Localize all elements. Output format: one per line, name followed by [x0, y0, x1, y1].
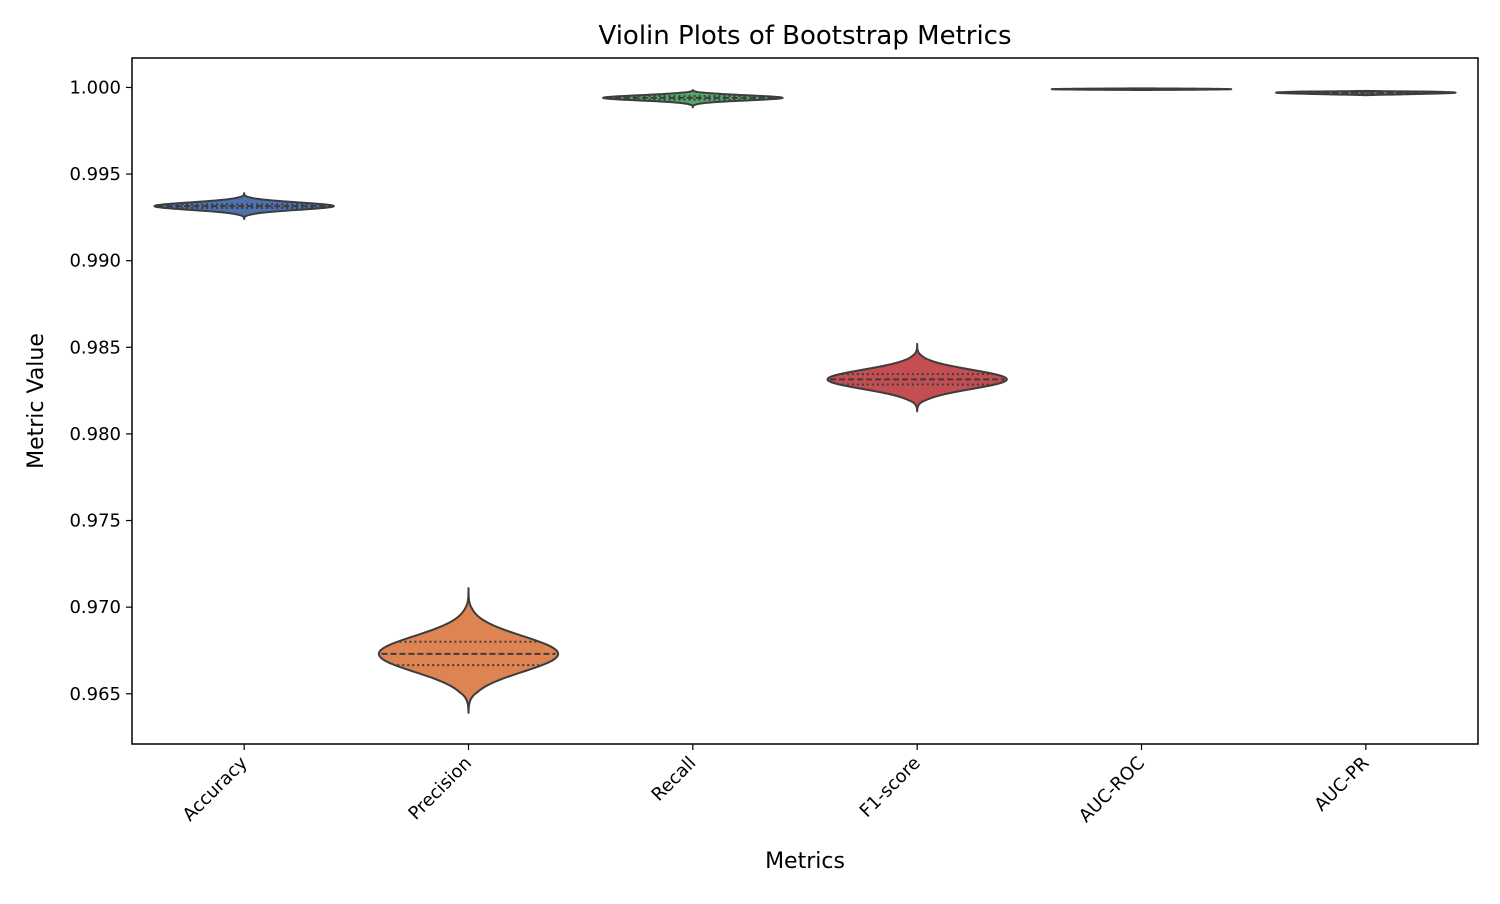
- y-tick-label: 1.000: [69, 77, 121, 98]
- y-tick-label: 0.965: [69, 684, 121, 705]
- y-tick-label: 0.990: [69, 251, 121, 272]
- x-axis-ticks: Accuracy Precision Recall F1-score AUC-ROC AU…: [179, 744, 1373, 827]
- x-tick-label: Recall: [648, 753, 701, 806]
- violins-group: [153, 87, 1457, 714]
- violin-f1-score: [826, 342, 1008, 413]
- x-tick-label: Precision: [404, 753, 476, 825]
- x-tick-label: F1-score: [856, 753, 925, 822]
- y-tick-label: 0.970: [69, 597, 121, 618]
- violin-recall: [602, 89, 784, 109]
- y-axis-ticks: 0.965 0.970 0.975 0.980 0.985 0.990 0.995 1.000: [69, 77, 132, 705]
- y-tick-label: 0.975: [69, 511, 121, 532]
- x-axis-label: Metrics: [765, 849, 845, 874]
- violin-accuracy: [153, 192, 335, 221]
- x-tick-label: AUC-PR: [1310, 753, 1373, 816]
- y-tick-label: 0.985: [69, 337, 121, 358]
- y-tick-label: 0.980: [69, 424, 121, 445]
- x-tick-label: AUC-ROC: [1075, 753, 1149, 827]
- x-tick-label: Accuracy: [179, 752, 252, 825]
- y-tick-label: 0.995: [69, 164, 121, 185]
- chart-title: Violin Plots of Bootstrap Metrics: [598, 21, 1011, 51]
- plot-frame: [131, 57, 1479, 745]
- violin-precision: [377, 587, 560, 714]
- y-axis-label: Metric Value: [24, 333, 49, 469]
